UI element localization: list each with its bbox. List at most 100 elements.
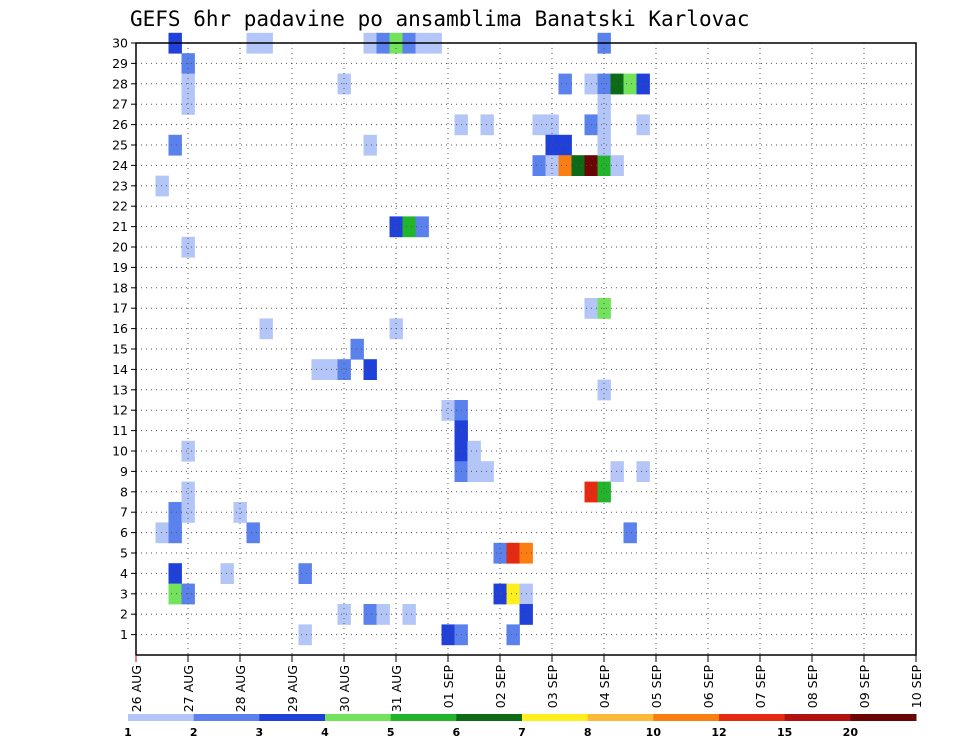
heatmap-cell bbox=[168, 563, 182, 584]
x-tick-label: 06 SEP bbox=[701, 665, 716, 709]
y-tick-label: 12 bbox=[112, 403, 128, 418]
heatmap-cell bbox=[363, 604, 377, 625]
colorbar-swatch bbox=[587, 714, 654, 721]
heatmap-cell bbox=[467, 461, 481, 482]
heatmap-cell bbox=[597, 114, 611, 136]
colorbar-label: 6 bbox=[453, 726, 461, 739]
heatmap-cell bbox=[623, 522, 637, 544]
y-tick-label: 10 bbox=[112, 444, 128, 459]
x-tick-label: 08 SEP bbox=[805, 665, 820, 709]
heatmap-cell bbox=[623, 73, 637, 95]
y-tick-label: 22 bbox=[112, 199, 128, 214]
heatmap-cell bbox=[506, 624, 520, 646]
y-tick-label: 30 bbox=[112, 36, 128, 51]
colorbar-label: 10 bbox=[646, 726, 662, 739]
heatmap-cell bbox=[545, 134, 559, 156]
colorbar-label: 4 bbox=[321, 726, 329, 739]
heatmap-cell bbox=[181, 236, 195, 258]
heatmap-cell bbox=[181, 94, 195, 115]
y-tick-label: 18 bbox=[112, 280, 128, 295]
x-tick-label: 28 AUG bbox=[233, 665, 248, 712]
y-tick-label: 14 bbox=[112, 362, 128, 377]
grid-lines bbox=[136, 42, 916, 655]
x-tick-label: 03 SEP bbox=[545, 665, 560, 709]
heatmap-cell bbox=[532, 155, 546, 176]
heatmap-cell bbox=[168, 522, 182, 544]
heatmap-cell bbox=[480, 461, 494, 482]
colorbar-swatch bbox=[128, 714, 195, 721]
heatmap-cell bbox=[181, 481, 195, 503]
y-tick-label: 1 bbox=[120, 627, 128, 642]
heatmap-cell bbox=[506, 583, 520, 605]
y-tick-label: 20 bbox=[112, 240, 128, 255]
colorbar-swatch bbox=[259, 714, 326, 721]
y-tick-label: 26 bbox=[112, 117, 128, 132]
heatmap-cell bbox=[363, 134, 377, 156]
x-tick-label: 02 SEP bbox=[493, 665, 508, 709]
y-tick-label: 21 bbox=[112, 219, 128, 234]
y-tick-label: 15 bbox=[112, 342, 128, 357]
y-tick-label: 9 bbox=[120, 464, 128, 479]
colorbar-swatch bbox=[719, 714, 786, 721]
heatmap-cell bbox=[597, 94, 611, 115]
heatmap-cell bbox=[168, 502, 182, 523]
colorbar-label: 7 bbox=[518, 726, 526, 739]
colorbar-label: 1 bbox=[124, 726, 132, 739]
x-tick-label: 10 SEP bbox=[909, 665, 924, 709]
heatmap-cell bbox=[246, 522, 260, 544]
heatmap-cell bbox=[558, 73, 572, 95]
colorbar-legend: 1 2 3 4 5 6 7 8 10 12 15 20 bbox=[124, 714, 917, 739]
colorbar-swatch bbox=[390, 714, 457, 721]
heatmap-cell bbox=[558, 155, 572, 176]
heatmap-cell bbox=[337, 359, 351, 380]
x-tick-label: 04 SEP bbox=[597, 665, 612, 709]
y-tick-label: 6 bbox=[120, 525, 128, 540]
heatmap-cell bbox=[545, 155, 559, 176]
heatmap-cell bbox=[298, 563, 312, 584]
y-axis: 1234567891011121314151617181920212223242… bbox=[112, 36, 136, 642]
x-tick-label: 05 SEP bbox=[649, 665, 664, 709]
chart-title: GEFS 6hr padavine po ansamblima Banatski… bbox=[130, 7, 750, 31]
heatmap-cells bbox=[155, 32, 650, 646]
heatmap-cell bbox=[571, 155, 585, 176]
colorbar-swatch bbox=[193, 714, 260, 721]
heatmap-cell bbox=[467, 440, 481, 462]
heatmap-cell bbox=[155, 522, 169, 544]
x-tick-label: 31 AUG bbox=[389, 665, 404, 712]
x-tick-label: 09 SEP bbox=[857, 665, 872, 709]
y-tick-label: 11 bbox=[112, 423, 128, 438]
colorbar-swatch bbox=[456, 714, 523, 721]
colorbar-swatch bbox=[653, 714, 720, 721]
colorbar-swatch bbox=[850, 714, 917, 721]
x-tick-label: 30 AUG bbox=[337, 665, 352, 712]
heatmap-cell bbox=[415, 216, 429, 238]
colorbar-label: 20 bbox=[843, 726, 859, 739]
y-tick-label: 13 bbox=[112, 382, 128, 397]
heatmap-cell bbox=[155, 175, 169, 197]
colorbar-swatch bbox=[784, 714, 851, 721]
heatmap-cell bbox=[181, 440, 195, 462]
colorbar-label: 15 bbox=[777, 726, 792, 739]
heatmap-cell bbox=[636, 461, 650, 482]
heatmap-cell bbox=[558, 134, 572, 156]
y-tick-label: 4 bbox=[120, 566, 128, 581]
heatmap-cell bbox=[168, 134, 182, 156]
heatmap-cell bbox=[311, 359, 325, 380]
heatmap-cell bbox=[376, 604, 390, 625]
x-tick-label: 07 SEP bbox=[753, 665, 768, 709]
y-tick-label: 19 bbox=[112, 260, 128, 275]
colorbar-label: 5 bbox=[387, 726, 395, 739]
y-tick-label: 7 bbox=[120, 505, 128, 520]
colorbar-label: 12 bbox=[711, 726, 726, 739]
heatmap-cell bbox=[181, 502, 195, 523]
x-tick-label: 27 AUG bbox=[181, 665, 196, 712]
y-tick-label: 2 bbox=[120, 607, 128, 622]
y-tick-label: 5 bbox=[120, 546, 128, 561]
y-tick-label: 25 bbox=[112, 138, 128, 153]
heatmap-cell bbox=[168, 583, 182, 605]
heatmap-cell bbox=[597, 134, 611, 156]
heatmap-cell bbox=[597, 379, 611, 401]
y-tick-label: 23 bbox=[112, 178, 128, 193]
colorbar-label: 3 bbox=[256, 726, 264, 739]
heatmap-cell bbox=[441, 624, 455, 646]
